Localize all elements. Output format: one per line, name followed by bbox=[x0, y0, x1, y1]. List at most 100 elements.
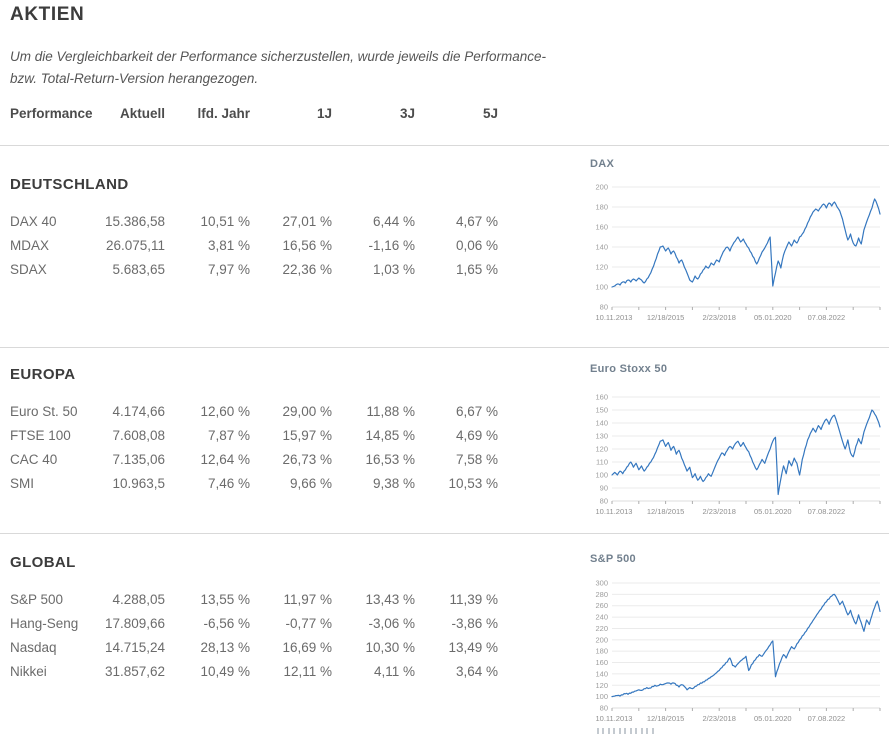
x-tick-label: 10.11.2013 bbox=[596, 507, 633, 516]
y-tick-label: 160 bbox=[595, 223, 608, 232]
section-divider bbox=[0, 145, 889, 146]
euro-stoxx-50-chart: Euro Stoxx 50 80 90 100 110 120 130 140 150 160 1… bbox=[590, 363, 889, 527]
index-value: 9,38 % bbox=[372, 476, 415, 491]
y-tick-label: 120 bbox=[595, 445, 608, 454]
index-value: 13,49 % bbox=[448, 640, 498, 655]
table-row: MDAX 26.075,11 3,81 % 16,56 % -1,16 % 0,06 % bbox=[10, 234, 498, 258]
index-value: 26.075,11 bbox=[105, 238, 165, 253]
index-value: 4,67 % bbox=[455, 214, 498, 229]
table-row: FTSE 100 7.608,08 7,87 % 15,97 % 14,85 % 4,69… bbox=[10, 424, 498, 448]
clipped-next-section-text bbox=[597, 728, 655, 734]
chart-title: DAX bbox=[590, 158, 615, 170]
y-tick-label: 100 bbox=[595, 692, 608, 701]
index-value: 10,51 % bbox=[200, 214, 250, 229]
index-value: 12,60 % bbox=[200, 404, 250, 419]
x-tick-label: 05.01.2020 bbox=[754, 313, 792, 322]
x-axis: 10.11.2013 12/18/2015 2/23/2018 05.01.2020 0… bbox=[596, 307, 881, 322]
index-name: FTSE 100 bbox=[10, 428, 71, 443]
index-value: -3,86 % bbox=[451, 616, 498, 631]
index-value: 4.288,05 bbox=[112, 592, 165, 607]
index-value: 6,67 % bbox=[455, 404, 498, 419]
index-value: 0,06 % bbox=[455, 238, 498, 253]
index-value: 7,97 % bbox=[207, 262, 250, 277]
y-tick-label: 120 bbox=[595, 263, 608, 272]
x-tick-label: 05.01.2020 bbox=[754, 507, 792, 516]
x-axis: 10.11.2013 12/18/2015 2/23/2018 05.01.2020 0… bbox=[596, 501, 881, 516]
index-value: 9,66 % bbox=[289, 476, 332, 491]
table-row: Hang-Seng 17.809,66 -6,56 % -0,77 % -3,06 % -… bbox=[10, 612, 498, 636]
x-tick-label: 12/18/2015 bbox=[647, 714, 685, 723]
index-value: -6,56 % bbox=[203, 616, 250, 631]
y-tick-label: 140 bbox=[595, 243, 608, 252]
index-value: 7.608,08 bbox=[112, 428, 165, 443]
sp500-chart: S&P 500 80 100 120 140 160 180 200 220 240 260 280… bbox=[590, 553, 889, 734]
index-value: 31.857,62 bbox=[105, 664, 166, 679]
table-row: Nasdaq 14.715,24 28,13 % 16,69 % 10,30 % 13,4… bbox=[10, 636, 498, 660]
column-header-aktuell: Aktuell bbox=[119, 106, 165, 121]
y-tick-label: 260 bbox=[595, 601, 608, 610]
section-europa-table: EUROPA Euro St. 50 4.174,66 12,60 % 29,00 %… bbox=[10, 366, 498, 496]
index-value: 11,88 % bbox=[366, 404, 415, 419]
index-value: 14,85 % bbox=[365, 428, 415, 443]
y-tick-label: 80 bbox=[600, 704, 608, 713]
index-name: S&P 500 bbox=[10, 592, 64, 607]
y-tick-label: 140 bbox=[595, 419, 608, 428]
y-tick-label: 160 bbox=[595, 658, 608, 667]
y-tick-label: 280 bbox=[595, 590, 608, 599]
index-name: Nasdaq bbox=[10, 640, 57, 655]
x-tick-label: 07.08.2022 bbox=[808, 313, 846, 322]
dax-chart: DAX 80 100 120 140 160 180 200 10.11.2013 12/18/… bbox=[590, 158, 889, 333]
y-tick-label: 140 bbox=[595, 669, 608, 678]
column-header-5j: 5J bbox=[482, 106, 498, 121]
index-value: 6,44 % bbox=[372, 214, 415, 229]
table-row: SMI 10.963,5 7,46 % 9,66 % 9,38 % 10,53 % bbox=[10, 472, 498, 496]
section-title: EUROPA bbox=[10, 366, 76, 383]
table-row: CAC 40 7.135,06 12,64 % 26,73 % 16,53 % 7,58 … bbox=[10, 448, 498, 472]
y-tick-label: 100 bbox=[595, 283, 608, 292]
price-line-series bbox=[611, 409, 881, 496]
index-name: SDAX bbox=[10, 262, 47, 277]
gridlines: 80 90 100 110 120 130 140 150 160 bbox=[595, 393, 880, 506]
index-value: 22,36 % bbox=[282, 262, 332, 277]
index-value: 17.809,66 bbox=[105, 616, 166, 631]
index-value: 5.683,65 bbox=[112, 262, 165, 277]
y-tick-label: 80 bbox=[600, 497, 608, 506]
intro-text: Um die Vergleichbarkeit der Performance … bbox=[10, 49, 546, 86]
table-row: SDAX 5.683,65 7,97 % 22,36 % 1,03 % 1,65 % bbox=[10, 258, 498, 282]
price-line-series bbox=[611, 593, 881, 698]
index-value: -1,16 % bbox=[368, 238, 415, 253]
chart-title: Euro Stoxx 50 bbox=[590, 363, 668, 375]
index-value: 12,11 % bbox=[283, 664, 332, 679]
table-header-row: Performance Aktuell lfd. Jahr 1J 3J 5J bbox=[10, 106, 498, 121]
section-title: DEUTSCHLAND bbox=[10, 176, 129, 193]
index-value: 1,65 % bbox=[455, 262, 498, 277]
page-title: AKTIEN bbox=[10, 4, 85, 25]
index-value: 4,11 % bbox=[373, 664, 415, 679]
section-divider bbox=[0, 347, 889, 348]
table-body: DAX 40 15.386,58 10,51 % 27,01 % 6,44 % 4,67 … bbox=[10, 210, 498, 282]
index-value: 16,69 % bbox=[282, 640, 332, 655]
index-value: 16,56 % bbox=[282, 238, 332, 253]
index-value: 28,13 % bbox=[200, 640, 250, 655]
index-value: 4,69 % bbox=[455, 428, 498, 443]
y-tick-label: 100 bbox=[595, 471, 608, 480]
table-row: Nikkei 31.857,62 10,49 % 12,11 % 4,11 % 3,64 … bbox=[10, 660, 498, 684]
x-tick-label: 10.11.2013 bbox=[596, 714, 633, 723]
gridlines: 80 100 120 140 160 180 200 bbox=[595, 183, 880, 312]
dax-line-chart: 80 100 120 140 160 180 200 10.11.2013 12/18/2015… bbox=[595, 183, 881, 322]
index-value: 10,49 % bbox=[200, 664, 250, 679]
y-tick-label: 200 bbox=[595, 183, 608, 192]
index-value: 13,55 % bbox=[200, 592, 250, 607]
y-tick-label: 130 bbox=[595, 432, 608, 441]
column-header-performance: Performance bbox=[10, 106, 93, 121]
y-tick-label: 180 bbox=[595, 203, 608, 212]
x-tick-label: 10.11.2013 bbox=[596, 313, 633, 322]
table-body: Euro St. 50 4.174,66 12,60 % 29,00 % 11,88 %… bbox=[10, 400, 498, 496]
sp500-line-chart: 80 100 120 140 160 180 200 220 240 260 280 300 10.11… bbox=[595, 579, 881, 723]
index-value: 16,53 % bbox=[365, 452, 415, 467]
table-body: S&P 500 4.288,05 13,55 % 11,97 % 13,43 % 11,3… bbox=[10, 588, 498, 684]
index-value: 11,97 % bbox=[283, 592, 332, 607]
x-tick-label: 12/18/2015 bbox=[647, 313, 685, 322]
index-value: 7.135,06 bbox=[112, 452, 165, 467]
